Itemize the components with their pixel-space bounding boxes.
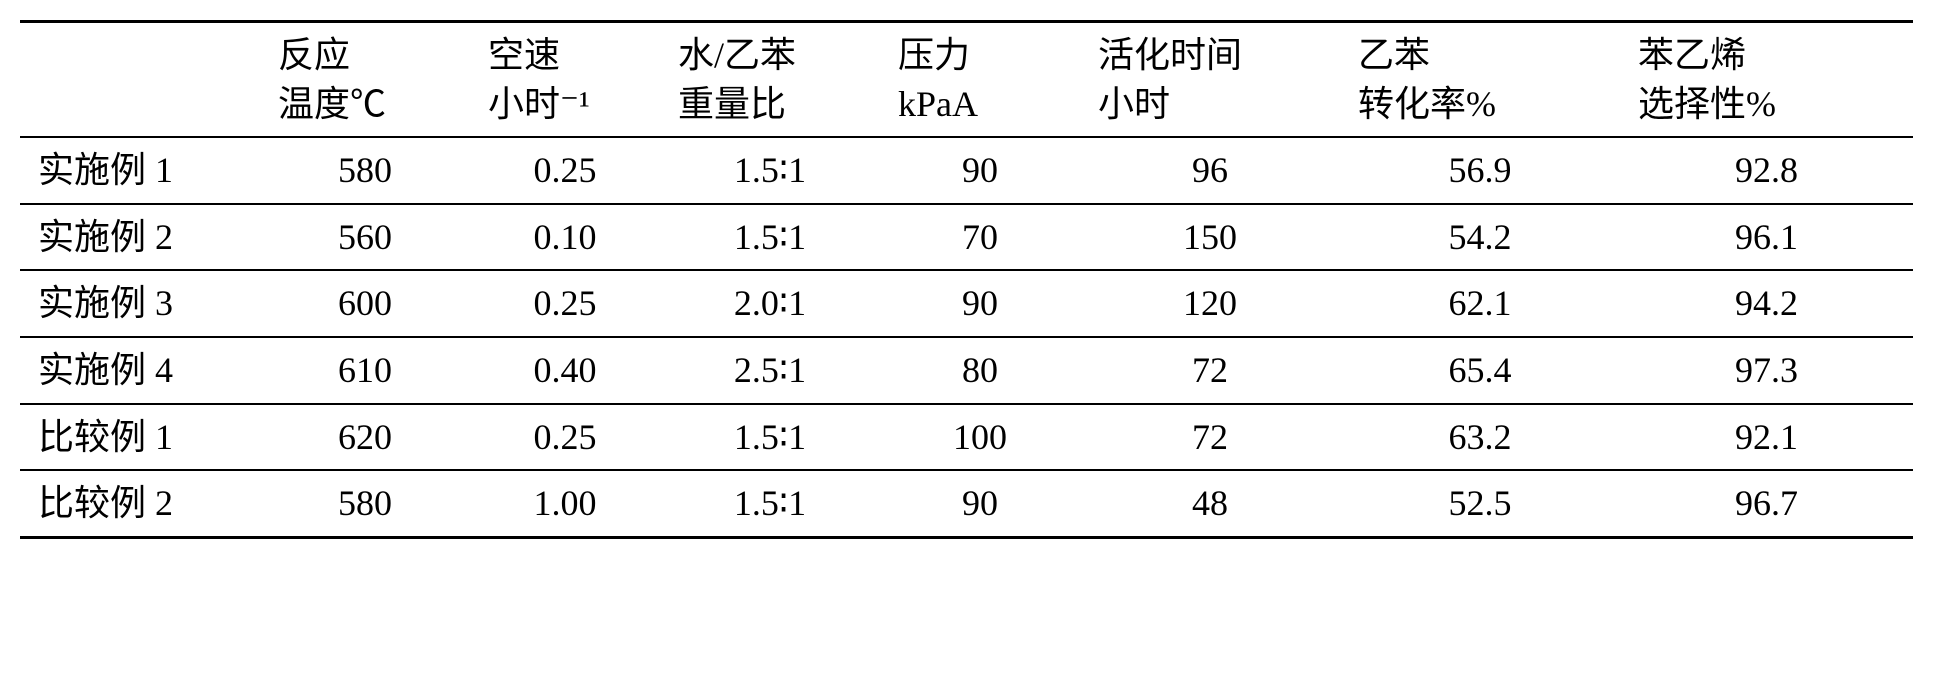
cell: 90 bbox=[880, 270, 1080, 337]
row-label: 实施例 2 bbox=[20, 204, 260, 271]
cell: 150 bbox=[1080, 204, 1340, 271]
table-body: 实施例 15800.251.5∶1909656.992.8实施例 25600.1… bbox=[20, 137, 1913, 537]
table-row: 比较例 16200.251.5∶11007263.292.1 bbox=[20, 404, 1913, 471]
cell: 52.5 bbox=[1340, 470, 1620, 537]
header-cell-4: 压力 kPaA bbox=[880, 22, 1080, 138]
cell: 1.5∶1 bbox=[660, 204, 880, 271]
cell: 0.25 bbox=[470, 404, 660, 471]
header-cell-6: 乙苯 转化率% bbox=[1340, 22, 1620, 138]
cell: 2.5∶1 bbox=[660, 337, 880, 404]
cell: 1.00 bbox=[470, 470, 660, 537]
table-row: 实施例 46100.402.5∶1807265.497.3 bbox=[20, 337, 1913, 404]
header-line1: 活化时间 bbox=[1098, 31, 1322, 80]
header-line1: 反应 bbox=[278, 31, 452, 80]
row-label: 比较例 1 bbox=[20, 404, 260, 471]
row-label: 实施例 1 bbox=[20, 137, 260, 204]
cell: 97.3 bbox=[1620, 337, 1913, 404]
cell: 63.2 bbox=[1340, 404, 1620, 471]
cell: 580 bbox=[260, 470, 470, 537]
header-line1: 空速 bbox=[488, 31, 642, 80]
table-row: 实施例 15800.251.5∶1909656.992.8 bbox=[20, 137, 1913, 204]
cell: 80 bbox=[880, 337, 1080, 404]
cell: 94.2 bbox=[1620, 270, 1913, 337]
header-cell-5: 活化时间 小时 bbox=[1080, 22, 1340, 138]
cell: 1.5∶1 bbox=[660, 137, 880, 204]
cell: 610 bbox=[260, 337, 470, 404]
cell: 72 bbox=[1080, 404, 1340, 471]
cell: 620 bbox=[260, 404, 470, 471]
header-line1: 水/乙苯 bbox=[678, 31, 862, 80]
cell: 48 bbox=[1080, 470, 1340, 537]
cell: 0.25 bbox=[470, 137, 660, 204]
data-table: 反应 温度℃ 空速 小时⁻¹ 水/乙苯 重量比 压力 kPaA 活化时间 小时 … bbox=[20, 20, 1913, 539]
cell: 72 bbox=[1080, 337, 1340, 404]
header-line2: 小时 bbox=[1098, 80, 1322, 129]
row-label: 比较例 2 bbox=[20, 470, 260, 537]
cell: 92.1 bbox=[1620, 404, 1913, 471]
cell: 0.25 bbox=[470, 270, 660, 337]
cell: 0.40 bbox=[470, 337, 660, 404]
cell: 600 bbox=[260, 270, 470, 337]
table-row: 比较例 25801.001.5∶1904852.596.7 bbox=[20, 470, 1913, 537]
cell: 54.2 bbox=[1340, 204, 1620, 271]
cell: 560 bbox=[260, 204, 470, 271]
header-cell-3: 水/乙苯 重量比 bbox=[660, 22, 880, 138]
header-cell-1: 反应 温度℃ bbox=[260, 22, 470, 138]
cell: 96.1 bbox=[1620, 204, 1913, 271]
cell: 56.9 bbox=[1340, 137, 1620, 204]
header-line2: 重量比 bbox=[678, 80, 862, 129]
cell: 2.0∶1 bbox=[660, 270, 880, 337]
cell: 1.5∶1 bbox=[660, 404, 880, 471]
cell: 100 bbox=[880, 404, 1080, 471]
cell: 1.5∶1 bbox=[660, 470, 880, 537]
table-row: 实施例 36000.252.0∶19012062.194.2 bbox=[20, 270, 1913, 337]
cell: 62.1 bbox=[1340, 270, 1620, 337]
row-label: 实施例 3 bbox=[20, 270, 260, 337]
cell: 65.4 bbox=[1340, 337, 1620, 404]
cell: 92.8 bbox=[1620, 137, 1913, 204]
header-line2: 转化率% bbox=[1358, 80, 1602, 129]
header-line2: 选择性% bbox=[1638, 80, 1895, 129]
cell: 90 bbox=[880, 137, 1080, 204]
header-line1: 压力 bbox=[898, 31, 1062, 80]
cell: 96 bbox=[1080, 137, 1340, 204]
header-line1: 乙苯 bbox=[1358, 31, 1602, 80]
header-cell-2: 空速 小时⁻¹ bbox=[470, 22, 660, 138]
row-label: 实施例 4 bbox=[20, 337, 260, 404]
header-line2: 小时⁻¹ bbox=[488, 80, 642, 129]
header-line2: kPaA bbox=[898, 80, 1062, 129]
cell: 96.7 bbox=[1620, 470, 1913, 537]
cell: 70 bbox=[880, 204, 1080, 271]
header-line1: 苯乙烯 bbox=[1638, 31, 1895, 80]
cell: 0.10 bbox=[470, 204, 660, 271]
header-row: 反应 温度℃ 空速 小时⁻¹ 水/乙苯 重量比 压力 kPaA 活化时间 小时 … bbox=[20, 22, 1913, 138]
cell: 120 bbox=[1080, 270, 1340, 337]
table-row: 实施例 25600.101.5∶17015054.296.1 bbox=[20, 204, 1913, 271]
header-cell-7: 苯乙烯 选择性% bbox=[1620, 22, 1913, 138]
header-line2: 温度℃ bbox=[278, 80, 452, 129]
cell: 90 bbox=[880, 470, 1080, 537]
cell: 580 bbox=[260, 137, 470, 204]
header-cell-0 bbox=[20, 22, 260, 138]
